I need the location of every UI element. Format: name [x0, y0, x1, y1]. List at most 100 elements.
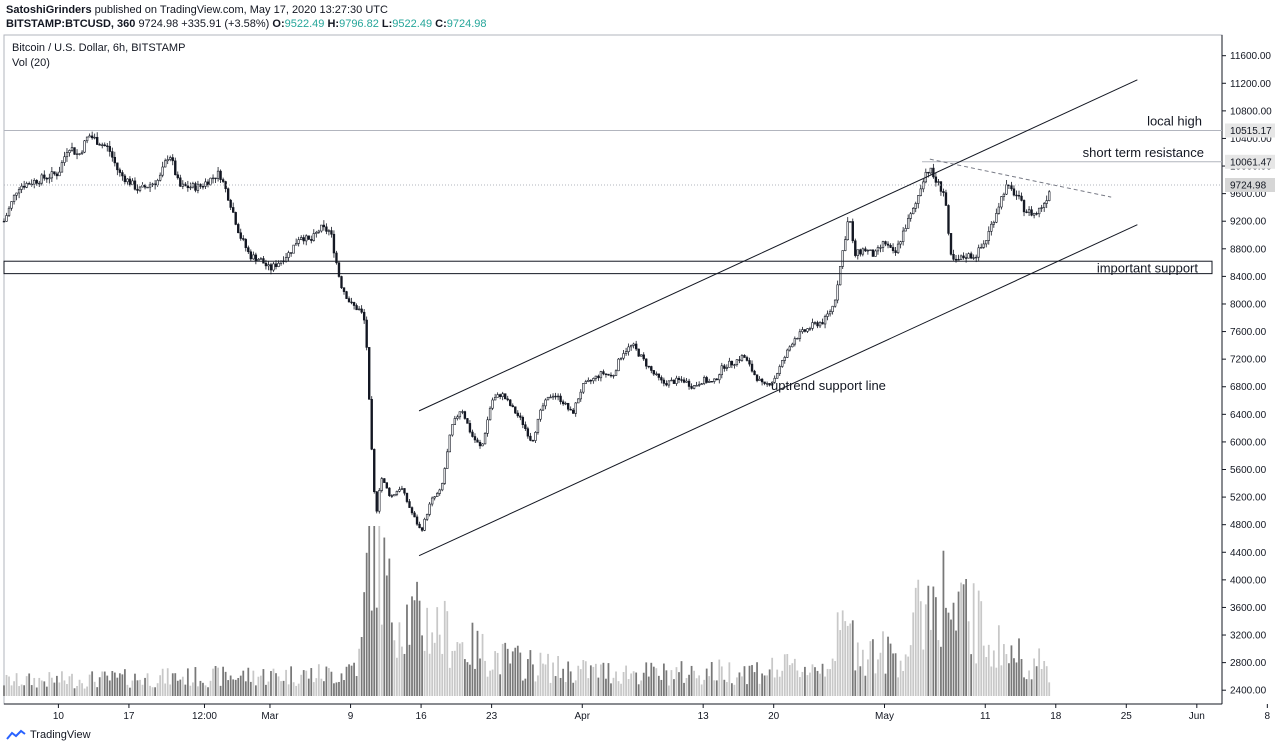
candle-body — [718, 374, 721, 381]
candle-body — [347, 298, 351, 303]
volume-bar — [375, 607, 378, 696]
volume-bar — [816, 670, 819, 696]
candle-body — [12, 194, 16, 202]
time-tick-label: Mar — [261, 711, 279, 722]
candle-body — [559, 395, 562, 403]
volume-bar — [552, 662, 554, 696]
time-tick-label: 16 — [416, 711, 428, 722]
volume-bar — [370, 610, 373, 696]
volume-bar — [544, 664, 547, 696]
footer-brand[interactable]: TradingView — [30, 729, 91, 741]
candle-body — [478, 441, 482, 447]
candle-body — [861, 248, 865, 255]
volume-bar — [753, 672, 756, 696]
candle-body — [108, 146, 111, 152]
candle-body — [539, 409, 542, 420]
volume-bar — [902, 671, 905, 696]
candle-body — [682, 379, 686, 383]
candle-body — [544, 399, 547, 407]
volume-bar — [290, 666, 293, 696]
candle-body — [672, 379, 676, 384]
candle-body — [849, 221, 852, 223]
volume-bar — [121, 674, 124, 696]
candle-body — [221, 179, 225, 182]
volume-bar — [567, 661, 570, 696]
price-tick-label: 10800.00 — [1230, 106, 1272, 117]
candle-body — [667, 380, 671, 386]
tradingview-logo-icon[interactable] — [6, 729, 26, 741]
candle-body — [713, 378, 716, 382]
price-tick-label: 7200.00 — [1230, 355, 1267, 366]
volume-bar — [53, 682, 56, 696]
candle-body — [836, 284, 839, 301]
candle-body — [148, 184, 152, 188]
time-tick-label: Apr — [574, 711, 590, 722]
candle-body — [126, 178, 129, 183]
volume-bar — [985, 656, 988, 696]
volume-bar — [877, 659, 879, 696]
time-tick-label: 8 — [1265, 711, 1271, 722]
candle-body — [17, 189, 21, 194]
candle-body — [121, 172, 124, 177]
candle-body — [803, 329, 807, 332]
candle-body — [78, 153, 81, 155]
volume-bar — [280, 681, 282, 696]
price-tick-label: 6000.00 — [1230, 437, 1267, 448]
volume-bar — [554, 676, 557, 696]
candle-body — [428, 503, 431, 515]
candle-body — [866, 249, 870, 252]
volume-bar — [242, 670, 245, 696]
candle-body — [947, 205, 950, 234]
volume-bar — [1003, 644, 1005, 696]
candle-body — [997, 206, 1001, 214]
volume-bar — [582, 660, 585, 696]
volume-bar — [882, 631, 884, 696]
candle-body — [1043, 203, 1046, 208]
candle-body — [962, 255, 965, 258]
candle-body — [708, 381, 711, 383]
candle-body — [584, 381, 587, 384]
candle-body — [917, 195, 920, 204]
candle-body — [1017, 195, 1021, 197]
candle-body — [1005, 184, 1008, 195]
volume-bar — [632, 671, 635, 696]
volume-bar — [476, 630, 479, 696]
candle-body — [1020, 195, 1023, 201]
candle-body — [385, 482, 389, 489]
candle-body — [355, 305, 358, 311]
candle-body — [28, 183, 31, 185]
candle-body — [894, 250, 897, 254]
volume-bar — [448, 667, 451, 696]
candle-body — [514, 406, 517, 414]
volume-bar — [272, 668, 275, 696]
time-axis[interactable]: 10 17 12:00 Mar 9 16 23 Apr 13 20 May 11 18 25 Jun 8 — [53, 704, 1271, 722]
volume-bar — [159, 675, 162, 696]
price-tick-label: 9600.00 — [1230, 189, 1267, 200]
candle-body — [350, 301, 353, 304]
volume-bar — [479, 658, 481, 696]
author-name[interactable]: SatoshiGrinders — [6, 4, 92, 16]
candle-body — [410, 507, 414, 514]
volume-bar — [952, 602, 955, 696]
volume-bar — [698, 675, 701, 696]
volume-bar — [446, 611, 449, 696]
volume-bar — [124, 669, 126, 696]
volume-bar — [192, 682, 194, 696]
candle-body — [959, 255, 963, 260]
volume-bar — [814, 667, 816, 696]
candle-body — [174, 160, 177, 176]
volume-bar — [572, 682, 575, 696]
volume-bar — [300, 674, 303, 696]
candle-body — [536, 418, 540, 433]
volume-bar — [950, 619, 952, 696]
candle-body — [40, 174, 43, 184]
volume-bars — [3, 526, 1051, 696]
candle-body — [841, 250, 844, 267]
candle-body — [569, 408, 572, 411]
candle-body — [83, 140, 86, 153]
candle-body — [964, 257, 968, 259]
candle-body — [272, 263, 275, 271]
price-axis[interactable]: 2400.00 2800.00 3200.00 3600.00 4000.00 4400.… — [1222, 51, 1275, 697]
volume-bar — [519, 652, 522, 696]
